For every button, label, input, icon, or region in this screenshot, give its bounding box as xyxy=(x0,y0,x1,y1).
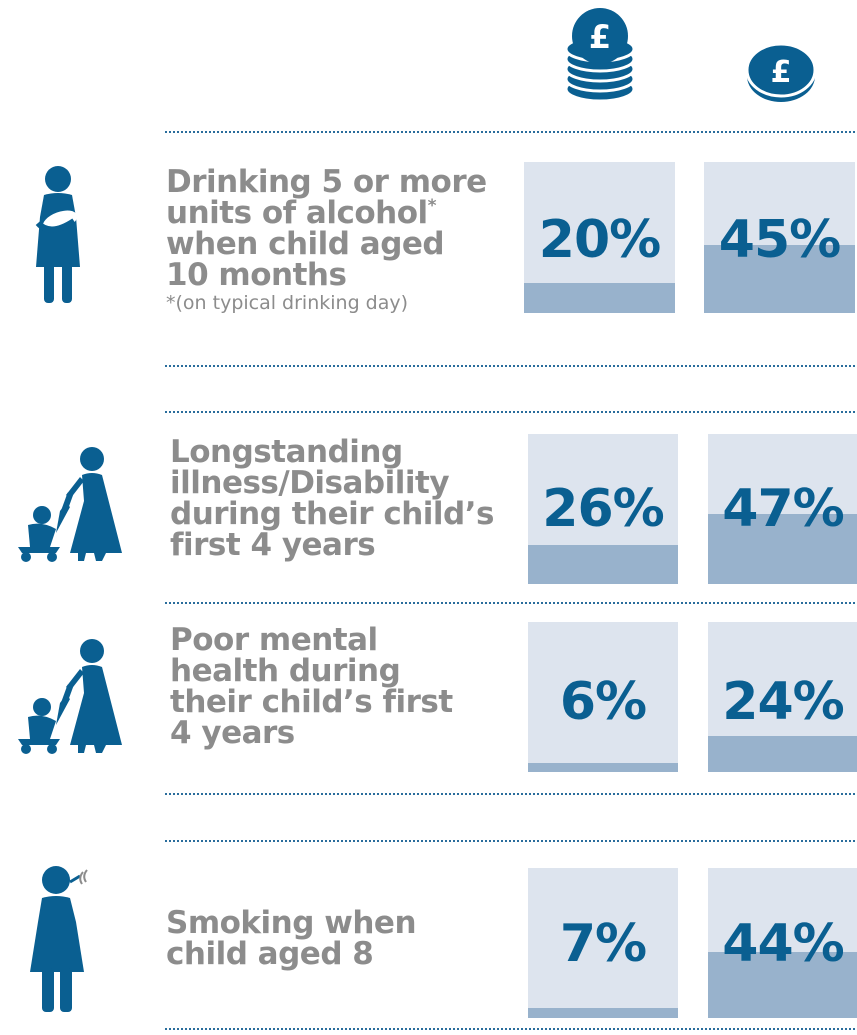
parent-with-pushchair-icon xyxy=(18,447,122,562)
row-label-line: their child’s first xyxy=(170,684,453,720)
divider xyxy=(165,793,855,795)
value-label: 26% xyxy=(542,479,664,539)
value-label: 20% xyxy=(538,210,661,270)
value-box-single: 45% xyxy=(704,162,855,313)
value-box-single: 44% xyxy=(708,868,857,1018)
value-box-stack: 6% xyxy=(528,622,678,772)
coin-pound-symbol: £ xyxy=(771,55,792,90)
coin-stack-pound-icon: £ xyxy=(564,8,636,103)
value-fill xyxy=(524,282,675,313)
row-label: Smoking when child aged 8 xyxy=(166,908,506,970)
row-label-line: units of alcohol xyxy=(166,195,428,231)
value-label: 47% xyxy=(722,479,844,539)
footnote-marker: * xyxy=(427,196,437,216)
value-fill xyxy=(708,736,857,772)
divider xyxy=(165,602,855,604)
row-label-line: during their child’s xyxy=(170,496,494,532)
single-coin-pound-icon: £ xyxy=(745,42,817,102)
row-label: Drinking 5 or more units of alcohol* whe… xyxy=(166,167,506,315)
woman-smoking-icon xyxy=(30,866,88,1012)
value-box-single: 47% xyxy=(708,434,857,584)
coin-pound-symbol: £ xyxy=(589,18,611,56)
value-box-stack: 7% xyxy=(528,868,678,1018)
value-fill xyxy=(708,513,857,584)
value-label: 6% xyxy=(559,672,647,732)
value-label: 7% xyxy=(559,914,647,974)
value-label: 24% xyxy=(722,672,844,732)
divider xyxy=(165,131,855,133)
value-fill xyxy=(704,245,855,313)
value-label: 45% xyxy=(718,210,841,270)
row-label: Longstanding illness/Disability during t… xyxy=(170,437,510,561)
divider xyxy=(165,365,855,367)
value-fill xyxy=(528,1007,678,1018)
value-fill xyxy=(528,545,678,584)
value-label: 44% xyxy=(722,914,844,974)
value-box-stack: 20% xyxy=(524,162,675,313)
divider xyxy=(165,1028,855,1030)
value-fill xyxy=(708,952,857,1018)
parent-with-pushchair-icon xyxy=(18,639,122,754)
row-label-line: Poor mental xyxy=(170,622,378,658)
row-label-line: Longstanding xyxy=(170,434,403,470)
divider xyxy=(165,840,855,842)
row-label-line: child aged 8 xyxy=(166,936,374,972)
row-label-line: health during xyxy=(170,653,401,689)
row-label: Poor mental health during their child’s … xyxy=(170,625,510,749)
row-label-line: when child aged xyxy=(166,226,445,262)
row-label-line: 4 years xyxy=(170,715,295,751)
row-label-line: Smoking when xyxy=(166,905,417,941)
row-label-line: Drinking 5 or more xyxy=(166,164,487,200)
row-label-line: first 4 years xyxy=(170,527,376,563)
value-fill xyxy=(528,763,678,772)
row-label-line: 10 months xyxy=(166,257,347,293)
value-box-single: 24% xyxy=(708,622,857,772)
divider xyxy=(165,411,855,413)
value-box-stack: 26% xyxy=(528,434,678,584)
row-label-line: illness/Disability xyxy=(170,465,450,501)
mother-holding-baby-icon xyxy=(35,166,80,303)
footnote: *(on typical drinking day) xyxy=(166,292,409,314)
